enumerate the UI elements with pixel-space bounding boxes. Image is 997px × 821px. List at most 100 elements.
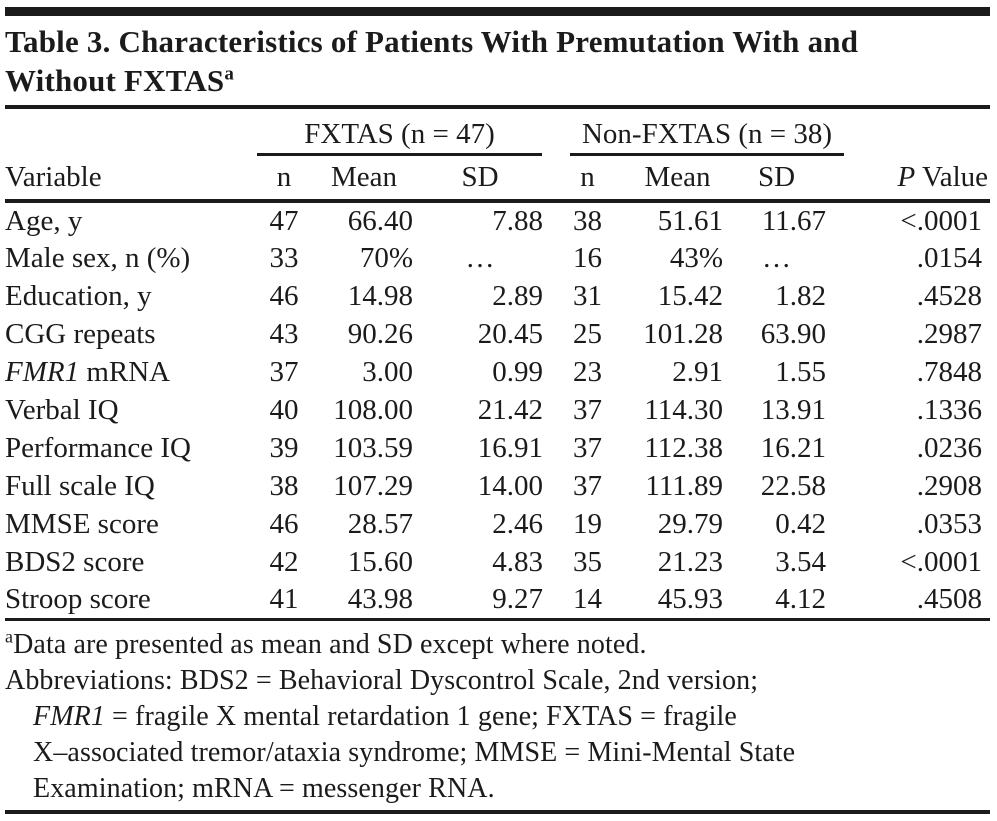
variable-text: Age, y xyxy=(5,204,83,237)
cell-n-fxtas: 39 xyxy=(269,431,299,464)
cell-p-value: .4528 xyxy=(916,279,983,312)
variable-text: Verbal IQ xyxy=(5,393,119,426)
column-header-n-fxtas: n xyxy=(255,156,313,203)
row-bds2: BDS2 score 42 15.60 4.83 35 21.23 3.54 <… xyxy=(5,543,990,581)
variable-text: mRNA xyxy=(79,355,171,388)
variable-text: Education, y xyxy=(5,279,152,312)
cell-variable: Stroop score xyxy=(5,581,255,621)
cell-sd-non-fxtas: 1.55 xyxy=(775,355,827,388)
row-education: Education, y 46 14.98 2.89 31 15.42 1.82… xyxy=(5,277,990,315)
group-header-non-fxtas: Non-FXTAS (n = 38) xyxy=(545,109,845,156)
cell-variable: Full scale IQ xyxy=(5,467,255,505)
cell-sd-fxtas: 9.27 xyxy=(415,581,545,621)
cell-sd-non-fxtas: 63.90 xyxy=(760,317,827,350)
row-fmr1-mrna: FMR1 mRNA 37 3.00 0.99 23 2.91 1.55 .784… xyxy=(5,353,990,391)
table-title-text-2: Without FXTAS xyxy=(5,63,225,98)
cell-p-value: .0236 xyxy=(916,431,983,464)
footnote-a-marker: a xyxy=(5,626,14,647)
row-male-sex: Male sex, n (%) 33 70% … 16 43% … .0154 xyxy=(5,239,990,277)
row-performance-iq: Performance IQ 39 103.59 16.91 37 112.38… xyxy=(5,429,990,467)
cell-mean-non-fxtas: 29.79 xyxy=(657,507,723,540)
cell-variable: MMSE score xyxy=(5,505,255,543)
variable-text: Stroop score xyxy=(5,582,151,615)
abbreviations-line-2-rest: = fragile X mental retardation 1 gene; F… xyxy=(104,700,737,732)
column-header-mean-fxtas: Mean xyxy=(313,156,415,203)
cell-mean-non-fxtas: 112.38 xyxy=(644,431,723,464)
cell-sd-non-fxtas: 22.58 xyxy=(760,469,827,502)
group-header-spacer-right xyxy=(828,109,990,156)
cell-p-value: .1336 xyxy=(916,393,983,426)
cell-variable: Age, y xyxy=(5,201,255,239)
cell-mean-fxtas: 66.40 xyxy=(347,204,413,237)
cell-sd-fxtas: 21.42 xyxy=(477,393,543,426)
cell-n-fxtas: 43 xyxy=(269,317,299,350)
cell-n-non-fxtas: 16 xyxy=(573,241,602,274)
variable-text: MMSE score xyxy=(5,507,159,540)
cell-mean-non-fxtas: 2.91 xyxy=(672,355,723,388)
cell-sd-fxtas: 7.88 xyxy=(492,204,543,237)
bottom-rule-bar xyxy=(5,809,990,814)
footnote-a-text: Data are presented as mean and SD except… xyxy=(13,628,647,660)
patient-characteristics-table: FXTAS (n = 47) Non-FXTAS (n = 38) Variab… xyxy=(5,109,991,621)
column-header-n-non-fxtas: n xyxy=(545,156,630,203)
variable-text: Full scale IQ xyxy=(5,469,155,502)
abbreviations-line-3: X–associated tremor/ataxia syndrome; MMS… xyxy=(33,736,796,768)
cell-variable: FMR1 mRNA xyxy=(5,353,255,391)
cell-mean-non-fxtas: 114.30 xyxy=(644,393,723,426)
group-header-fxtas: FXTAS (n = 47) xyxy=(255,109,545,156)
cell-sd-fxtas: 2.89 xyxy=(492,279,543,312)
row-verbal-iq: Verbal IQ 40 108.00 21.42 37 114.30 13.9… xyxy=(5,391,990,429)
title-divider-rule xyxy=(5,105,990,109)
cell-n-fxtas: 46 xyxy=(269,507,299,540)
cell-n-non-fxtas: 23 xyxy=(573,355,602,388)
cell-mean-non-fxtas: 43% xyxy=(669,241,723,274)
row-full-scale-iq: Full scale IQ 38 107.29 14.00 37 111.89 … xyxy=(5,467,990,505)
abbreviations-line-1: Abbreviations: BDS2 = Behavioral Dyscont… xyxy=(5,664,759,696)
cell-n-non-fxtas: 38 xyxy=(573,204,602,237)
cell-p-value: .0154 xyxy=(916,241,983,274)
cell-mean-fxtas: 14.98 xyxy=(347,279,413,312)
title-footnote-marker: a xyxy=(224,63,235,85)
cell-variable: Male sex, n (%) xyxy=(5,239,255,277)
cell-n-non-fxtas: 19 xyxy=(573,507,602,540)
p-value-italic: P xyxy=(897,161,916,193)
cell-n-non-fxtas: 25 xyxy=(573,317,602,350)
column-header-row: Variable n Mean SD n Mean SD P Value xyxy=(5,156,991,203)
variable-text: CGG repeats xyxy=(5,317,156,350)
cell-mean-non-fxtas: 45.93 xyxy=(630,581,725,621)
cell-n-non-fxtas: 31 xyxy=(573,279,602,312)
cell-variable: Performance IQ xyxy=(5,429,255,467)
table-footnotes: aData are presented as mean and SD excep… xyxy=(5,627,990,807)
cell-sd-fxtas: 16.91 xyxy=(477,431,543,464)
cell-n-fxtas: 37 xyxy=(269,355,299,388)
cell-mean-fxtas: 43.98 xyxy=(313,581,415,621)
cell-sd-fxtas: 2.46 xyxy=(492,507,543,540)
fmr1-italic: FMR1 xyxy=(33,700,105,732)
group-header-row: FXTAS (n = 47) Non-FXTAS (n = 38) xyxy=(5,109,990,156)
cell-sd-fxtas: 14.00 xyxy=(477,469,543,502)
cell-sd-fxtas: 0.99 xyxy=(492,355,543,388)
cell-p-value: .4508 xyxy=(828,581,991,621)
cell-mean-non-fxtas: 51.61 xyxy=(657,204,723,237)
cell-sd-non-fxtas: 4.12 xyxy=(725,581,829,621)
row-mmse: MMSE score 46 28.57 2.46 19 29.79 0.42 .… xyxy=(5,505,990,543)
cell-mean-non-fxtas: 101.28 xyxy=(643,317,723,350)
cell-n-fxtas: 47 xyxy=(269,204,299,237)
cell-variable: Education, y xyxy=(5,277,255,315)
cell-mean-fxtas: 107.29 xyxy=(333,469,413,502)
cell-p-value: <.0001 xyxy=(900,204,983,237)
variable-italic: FMR1 xyxy=(5,355,80,388)
cell-mean-fxtas: 28.57 xyxy=(347,507,413,540)
footnote-a: aData are presented as mean and SD excep… xyxy=(5,627,990,663)
cell-p-value: .7848 xyxy=(916,355,983,388)
group-header-fxtas-label: FXTAS (n = 47) xyxy=(304,118,495,150)
cell-mean-fxtas: 103.59 xyxy=(333,431,413,464)
abbreviations-line-2: FMR1 = fragile X mental retardation 1 ge… xyxy=(5,699,990,735)
cell-p-value: .2908 xyxy=(916,469,983,502)
table-title: Table 3. Characteristics of Patients Wit… xyxy=(5,22,990,100)
cell-mean-fxtas: 108.00 xyxy=(333,393,413,426)
cell-n-non-fxtas: 37 xyxy=(573,393,602,426)
row-cgg-repeats: CGG repeats 43 90.26 20.45 25 101.28 63.… xyxy=(5,315,990,353)
cell-mean-fxtas: 70% xyxy=(359,241,413,274)
